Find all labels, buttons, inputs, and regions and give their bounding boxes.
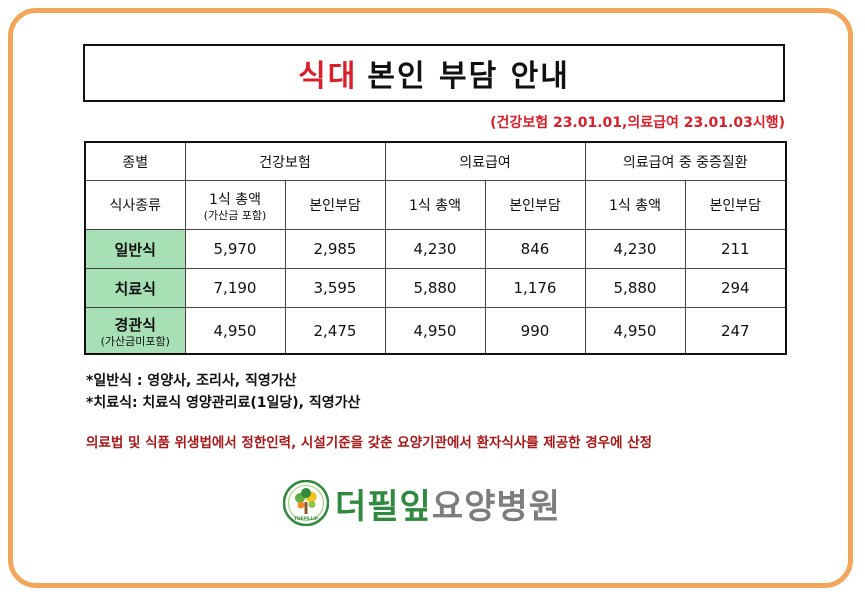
meal-type-note: (가산금미포함): [100, 334, 170, 348]
value-cell: 990: [484, 307, 586, 355]
logo-name: 더필잎요양병원: [335, 479, 561, 528]
header-health-insurance: 건강보험: [184, 141, 386, 181]
meal-type-cell: 치료식: [84, 268, 186, 308]
value-cell: 4,950: [184, 307, 286, 355]
header-self-severe: 본인부담: [684, 180, 787, 230]
header-self-medical: 본인부담: [484, 180, 586, 230]
table-header-row: 종별 건강보험 의료급여 의료급여 중 중증질환: [84, 141, 787, 181]
value-cell: 4,950: [584, 307, 686, 355]
header-medical-aid: 의료급여: [384, 141, 586, 181]
value-cell: 846: [484, 229, 586, 269]
meal-type-cell: 일반식: [84, 229, 186, 269]
effective-date-note: (건강보험 23.01.01,의료급여 23.01.03시행): [490, 115, 785, 131]
header-type: 종별: [84, 141, 186, 181]
title-highlight: 식대: [298, 59, 358, 94]
value-cell: 211: [684, 229, 787, 269]
value-cell: 5,880: [584, 268, 686, 308]
legal-notice: 의료법 및 식품 위생법에서 정한인력, 시설기준을 갖춘 요양기관에서 환자식…: [86, 435, 653, 451]
header-total-severe: 1식 총액: [584, 180, 686, 230]
value-cell: 4,950: [384, 307, 486, 355]
table-subheader-row: 식사종류 1식 총액 (가산금 포함) 본인부담 1식 총액 본인부담 1식 총…: [84, 180, 787, 230]
value-cell: 294: [684, 268, 787, 308]
hospital-logo: THEPILLIP 더필잎요양병원: [283, 479, 561, 528]
meal-notes: *일반식 : 영양사, 조리사, 직영가산 *치료식: 치료식 영양관리료(1일…: [86, 370, 360, 414]
table-row: 경관식 (가산금미포함) 4,950 2,475 4,950 990 4,950…: [84, 307, 787, 355]
logo-name-part-2: 요양병원: [431, 486, 561, 527]
logo-name-part-1: 더필잎: [335, 486, 432, 527]
header-total-label: 1식 총액: [209, 191, 261, 208]
header-total-note: (가산금 포함): [203, 208, 267, 222]
value-cell: 247: [684, 307, 787, 355]
table-row: 일반식 5,970 2,985 4,230 846 4,230 211: [84, 229, 787, 269]
note-therapy-meal: *치료식: 치료식 영양관리료(1일당), 직영가산: [86, 395, 361, 411]
page-title: 식대 본인 부담 안내: [83, 44, 785, 102]
note-general-meal: *일반식 : 영양사, 조리사, 직영가산: [86, 373, 297, 389]
title-text: 본인 부담 안내: [367, 59, 570, 94]
value-cell: 5,970: [184, 229, 286, 269]
meal-fee-table: 종별 건강보험 의료급여 의료급여 중 중증질환 식사종류 1식 총액 (가산금…: [84, 141, 788, 355]
meal-type-cell: 경관식 (가산금미포함): [84, 307, 186, 355]
tree-logo-icon: THEPILLIP: [283, 480, 329, 526]
header-total-medical: 1식 총액: [384, 180, 486, 230]
header-meal-type: 식사종류: [84, 180, 186, 230]
value-cell: 5,880: [384, 268, 486, 308]
meal-type-label: 경관식: [114, 315, 156, 334]
value-cell: 7,190: [184, 268, 286, 308]
value-cell: 1,176: [484, 268, 586, 308]
value-cell: 4,230: [384, 229, 486, 269]
header-total-health: 1식 총액 (가산금 포함): [184, 180, 286, 230]
value-cell: 4,230: [584, 229, 686, 269]
table-row: 치료식 7,190 3,595 5,880 1,176 5,880 294: [84, 268, 787, 308]
value-cell: 2,985: [284, 229, 386, 269]
header-severe-illness: 의료급여 중 중증질환: [584, 141, 787, 181]
logo-mark-text: THEPILLIP: [294, 516, 318, 521]
header-self-health: 본인부담: [284, 180, 386, 230]
value-cell: 2,475: [284, 307, 386, 355]
value-cell: 3,595: [284, 268, 386, 308]
